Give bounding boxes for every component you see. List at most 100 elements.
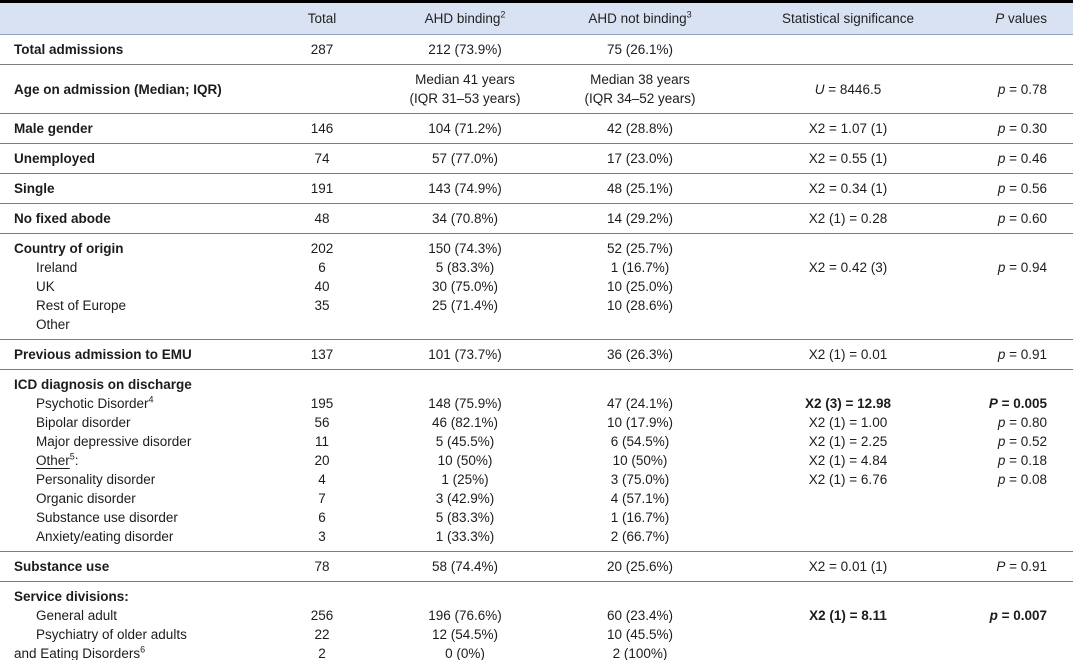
footnote-marker: 2 — [500, 9, 506, 20]
table-row: Psychotic Disorder4 195 148 (75.9%) 47 (24.… — [0, 394, 1073, 413]
row-label: Other5: — [36, 451, 79, 468]
row-label-text: Substance use disorder — [36, 510, 178, 525]
row-label-text: Ireland — [36, 260, 78, 275]
cell-total: 287 — [310, 42, 334, 57]
table-section: ICD diagnosis on discharge Psychotic Diso… — [0, 369, 1073, 551]
cell-ahd-not-binding: 36 (26.3%) — [606, 347, 674, 362]
cell-statistical-significance: U = 8446.5 — [814, 81, 882, 97]
table-section: Single 191 143 (74.9%) 48 (25.1%) X2 = 0.34 … — [0, 173, 1073, 203]
col-header-ahd-not-binding: AHD not binding3 — [566, 9, 714, 28]
cell-ahd-not-binding: 10 (17.9%) — [606, 415, 674, 430]
footnote-marker: 5 — [69, 451, 75, 462]
cell-statistical-significance: X2 (1) = 2.25 — [808, 434, 888, 449]
footnote-marker: 3 — [686, 9, 692, 20]
row-label-text: Unemployed — [14, 151, 96, 166]
cell-statistical-significance: X2 = 0.42 (3) — [808, 260, 888, 275]
cell-ahd-binding: 10 (50%) — [437, 453, 493, 468]
table-row: Other5: 20 10 (50%) 10 (50%) X2 (1) = 4.84 p … — [0, 451, 1073, 470]
cell-ahd-binding: 143 (74.9%) — [428, 181, 502, 196]
table-section: No fixed abode 48 34 (70.8%) 14 (29.2%) X2 (… — [0, 203, 1073, 233]
cell-total: 256 — [310, 608, 334, 623]
row-label-text: Substance use — [14, 559, 110, 574]
table-row: Other — [0, 315, 1073, 334]
cell-line: (IQR 31–53 years) — [409, 91, 521, 106]
row-label-text: No fixed abode — [14, 211, 111, 226]
cell-p-value: p = 0.60 — [997, 211, 1047, 226]
cell-total: 195 — [310, 396, 334, 411]
row-label: Service divisions: — [0, 587, 280, 606]
row-label: Ireland — [0, 258, 280, 277]
cell-line: (IQR 34–52 years) — [584, 91, 696, 106]
table-row: Age on admission (Median; IQR) Median 41 … — [0, 70, 1073, 108]
cell-ahd-binding: 148 (75.9%) — [428, 396, 502, 411]
cell-total: 22 — [314, 627, 330, 642]
cell-total: 191 — [310, 181, 334, 196]
row-label: Bipolar disorder — [0, 413, 280, 432]
cell-ahd-binding: Median 41 years (IQR 31–53 years) — [364, 70, 566, 108]
cell-total: 6 — [318, 510, 326, 525]
table-header-row: Total AHD binding2 AHD not binding3 Stat… — [0, 3, 1073, 35]
cell-statistical-significance: X2 (1) = 6.76 — [808, 472, 888, 487]
cell-ahd-not-binding: 2 (66.7%) — [610, 529, 670, 544]
table-row: Service divisions: — [0, 587, 1073, 606]
table-section: Male gender 146 104 (71.2%) 42 (28.8%) X2 = … — [0, 113, 1073, 143]
cell-ahd-binding: 5 (83.3%) — [435, 510, 495, 525]
cell-ahd-binding: 25 (71.4%) — [431, 298, 499, 313]
cell-statistical-significance: X2 (3) = 12.98 — [805, 396, 891, 411]
cell-ahd-not-binding: 10 (50%) — [612, 453, 668, 468]
row-label: Rest of Europe — [0, 296, 280, 315]
row-label-text: Organic disorder — [36, 491, 136, 506]
table-row: Anxiety/eating disorder 3 1 (33.3%) 2 (66.7… — [0, 527, 1073, 546]
cell-total: 146 — [310, 121, 334, 136]
cell-p-value: p = 0.56 — [997, 181, 1047, 196]
cell-ahd-not-binding: 1 (16.7%) — [610, 260, 670, 275]
col-header-p-italic: P — [995, 11, 1005, 26]
row-label-text: Other — [36, 453, 70, 468]
row-label-text: UK — [36, 279, 55, 294]
row-label: Previous admission to EMU — [0, 345, 280, 364]
col-header-statistical-significance: Statistical significance — [714, 9, 982, 28]
table-row: Ireland 6 5 (83.3%) 1 (16.7%) X2 = 0.42 (3) p… — [0, 258, 1073, 277]
col-header-ahd-not-binding-label: AHD not binding — [588, 11, 687, 26]
table-row: Substance use disorder 6 5 (83.3%) 1 (16.7%… — [0, 508, 1073, 527]
cell-line: Median 41 years — [415, 72, 515, 87]
cell-statistical-significance: X2 = 0.55 (1) — [808, 151, 888, 166]
cell-ahd-binding: 46 (82.1%) — [431, 415, 499, 430]
row-label-text: Service divisions: — [14, 589, 129, 604]
table-row: Previous admission to EMU 137 101 (73.7%) 3… — [0, 345, 1073, 364]
cell-total: 78 — [314, 559, 330, 574]
cell-p-value: p = 0.08 — [997, 472, 1047, 487]
row-label: No fixed abode — [0, 209, 280, 228]
row-label: Other — [0, 315, 280, 334]
cell-ahd-not-binding: 17 (23.0%) — [606, 151, 674, 166]
row-label-text: Other — [36, 317, 70, 332]
cell-statistical-significance: X2 (1) = 1.00 — [808, 415, 888, 430]
cell-ahd-not-binding: 42 (28.8%) — [606, 121, 674, 136]
row-label: UK — [0, 277, 280, 296]
cell-ahd-not-binding: 10 (28.6%) — [606, 298, 674, 313]
row-label: Psychiatry of older adults — [0, 625, 280, 644]
cell-ahd-binding: 1 (25%) — [441, 472, 489, 487]
cell-total: 35 — [314, 298, 330, 313]
row-label-text: Age on admission (Median; IQR) — [14, 81, 222, 97]
cell-ahd-not-binding: 14 (29.2%) — [606, 211, 674, 226]
table-row: Bipolar disorder 56 46 (82.1%) 10 (17.9%) X2… — [0, 413, 1073, 432]
table-row: and Eating Disorders6 2 0 (0%) 2 (100%) — [0, 644, 1073, 660]
cell-ahd-not-binding: 6 (54.5%) — [610, 434, 670, 449]
cell-ahd-not-binding: 20 (25.6%) — [606, 559, 674, 574]
cell-ahd-binding: 212 (73.9%) — [428, 42, 502, 57]
cell-total: 7 — [318, 491, 326, 506]
cell-p-value: p = 0.52 — [997, 434, 1047, 449]
col-header-p-values-label: values — [1004, 11, 1047, 26]
row-label-text: Total admissions — [14, 42, 124, 57]
table-section: Country of origin 202 150 (74.3%) 52 (25.7%… — [0, 233, 1073, 339]
cell-total: 3 — [318, 529, 326, 544]
cell-p-value: p = 0.91 — [997, 347, 1047, 362]
cell-p-value: p = 0.78 — [997, 81, 1047, 97]
cell-ahd-binding: 57 (77.0%) — [431, 151, 499, 166]
cell-total: 6 — [318, 260, 326, 275]
row-label-text: Major depressive disorder — [36, 434, 192, 449]
row-label-text: Previous admission to EMU — [14, 347, 192, 362]
